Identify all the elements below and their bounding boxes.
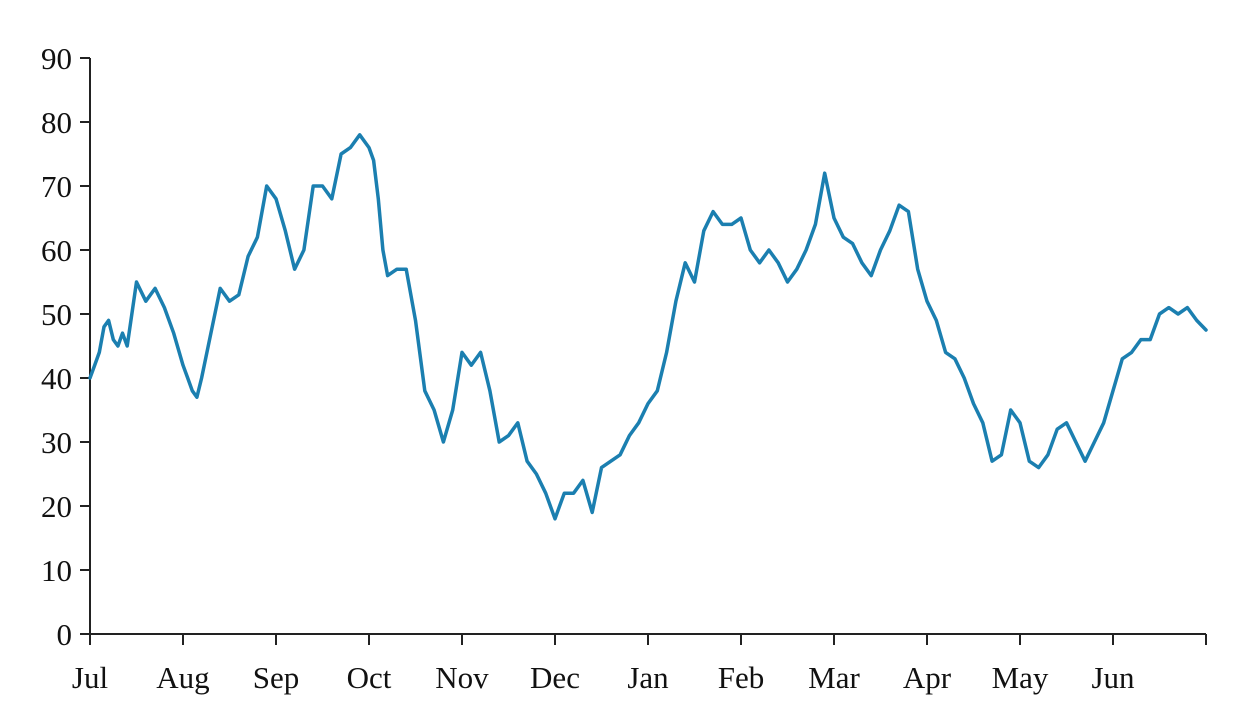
x-tick-label: Jun bbox=[1091, 660, 1135, 695]
x-tick-label: Oct bbox=[347, 660, 392, 695]
y-tick-label: 20 bbox=[41, 489, 72, 524]
y-tick-label: 80 bbox=[41, 105, 72, 140]
x-tick-label: Nov bbox=[435, 660, 489, 695]
y-tick-label: 10 bbox=[41, 553, 72, 588]
x-tick-label: May bbox=[992, 660, 1049, 695]
x-tick-label: Dec bbox=[530, 660, 580, 695]
y-tick-label: 0 bbox=[57, 617, 73, 652]
x-tick-label: Apr bbox=[903, 660, 952, 695]
y-tick-label: 30 bbox=[41, 425, 72, 460]
x-tick-label: Aug bbox=[156, 660, 209, 695]
y-tick-label: 60 bbox=[41, 233, 72, 268]
x-tick-label: Mar bbox=[808, 660, 860, 695]
x-tick-label: Sep bbox=[253, 660, 300, 695]
series-group bbox=[88, 133, 1208, 521]
y-tick-label: 50 bbox=[41, 297, 72, 332]
y-tick-label: 70 bbox=[41, 169, 72, 204]
x-tick-label: Jan bbox=[627, 660, 669, 695]
series-line bbox=[88, 133, 1208, 521]
x-tick-label: Feb bbox=[718, 660, 765, 695]
x-tick-label: Jul bbox=[72, 660, 108, 695]
x-axis: Jul Aug Sep Oct Nov Dec Jan Feb Mar Apr May Jun bbox=[72, 633, 1207, 695]
y-tick-label: 40 bbox=[41, 361, 72, 396]
y-tick-label: 90 bbox=[41, 41, 72, 76]
y-axis: 0 10 20 30 40 50 60 70 80 90 bbox=[41, 41, 91, 652]
